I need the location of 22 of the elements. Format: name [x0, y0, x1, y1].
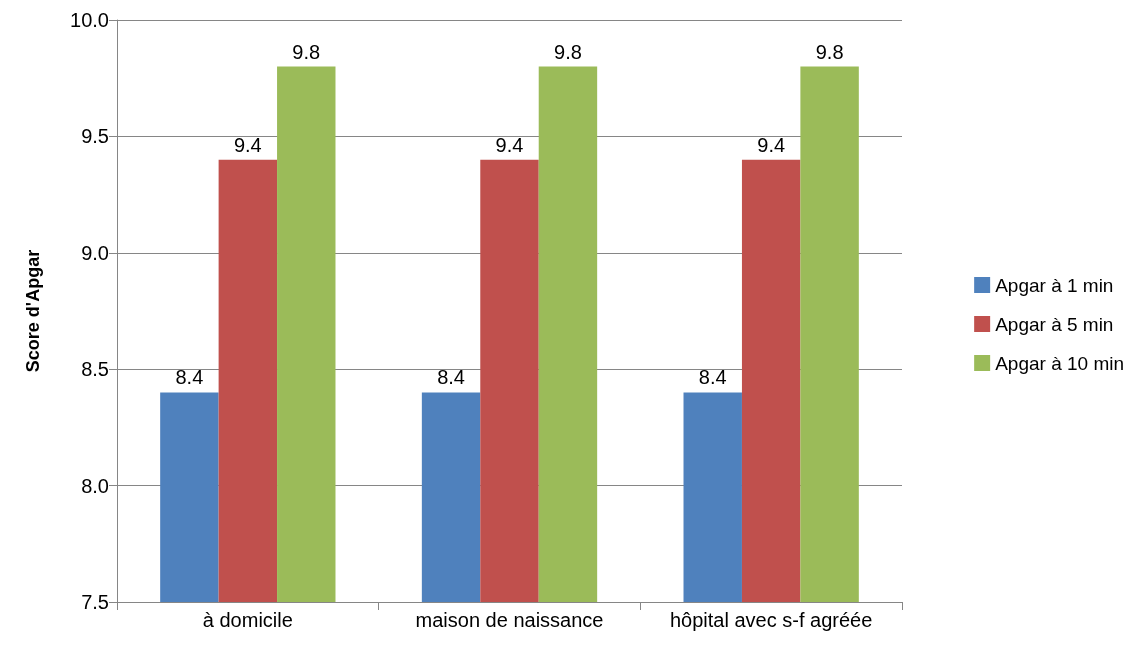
- x-tick-label: maison de naissance: [415, 609, 604, 631]
- legend-label: Apgar à 10 min: [995, 352, 1125, 374]
- y-tick-label: 9.5: [81, 125, 109, 148]
- data-label: 9.8: [554, 40, 582, 63]
- y-tick-label: 8.5: [81, 358, 109, 381]
- legend-label: Apgar à 1 min: [995, 274, 1114, 296]
- x-tick-label: hôpital avec s-f agréée: [669, 609, 873, 631]
- x-tick-label: à domicile: [202, 609, 293, 631]
- data-label: 9.4: [495, 133, 524, 156]
- data-label: 9.4: [233, 133, 262, 156]
- data-label: 8.4: [437, 366, 465, 389]
- y-tick-label: 9.0: [81, 241, 109, 264]
- data-label: 8.4: [698, 366, 727, 389]
- data-label: 8.4: [175, 366, 204, 389]
- data-label: 9.8: [815, 40, 844, 63]
- y-tick-label: 7.5: [81, 591, 109, 613]
- y-tick-label: 10.0: [70, 9, 109, 31]
- legend-label: Apgar à 5 min: [995, 313, 1114, 335]
- data-label: 9.8: [292, 40, 321, 63]
- y-tick-label: 8.0: [81, 474, 109, 497]
- data-label: 9.4: [757, 133, 786, 156]
- y-axis-title: Score d'Apgar: [23, 249, 43, 373]
